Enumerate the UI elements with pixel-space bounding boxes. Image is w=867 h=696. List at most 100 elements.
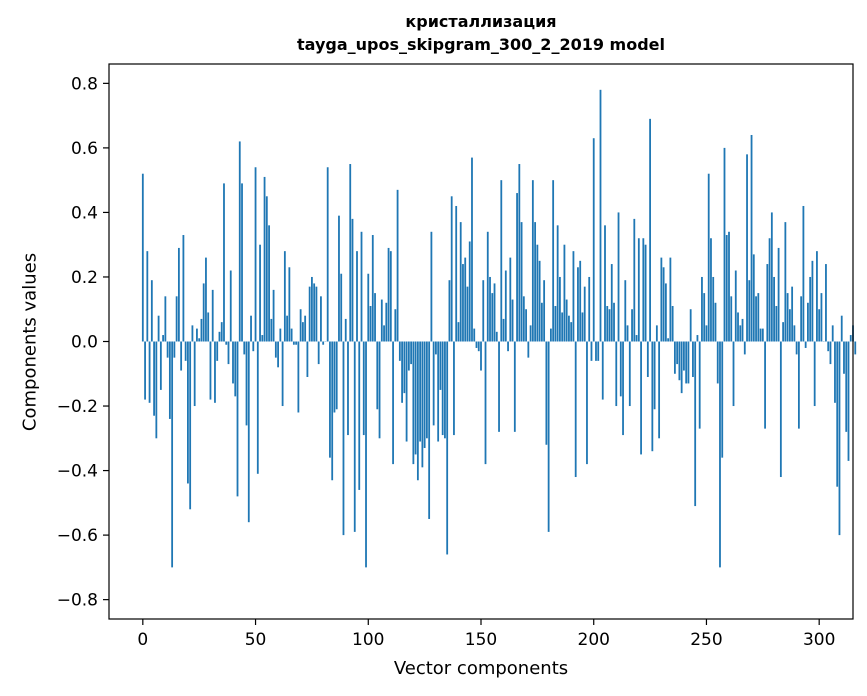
bar-230 <box>660 257 663 342</box>
bar-97 <box>360 231 363 342</box>
bar-232 <box>664 283 667 342</box>
bar-69 <box>297 341 300 413</box>
bar-183 <box>554 306 557 342</box>
y-tick-label: −0.4 <box>57 462 98 482</box>
bar-266 <box>741 318 744 342</box>
bar-222 <box>642 238 645 342</box>
bar-95 <box>356 251 358 342</box>
bar-118 <box>407 341 410 371</box>
bar-140 <box>457 322 460 342</box>
bar-205 <box>604 225 606 342</box>
bar-243 <box>689 309 692 342</box>
bar-107 <box>383 325 385 342</box>
bar-267 <box>743 341 746 355</box>
bar-72 <box>304 315 307 342</box>
bar-68 <box>295 341 298 345</box>
bar-204 <box>601 341 604 400</box>
bar-237 <box>676 341 679 365</box>
bar-159 <box>500 180 503 342</box>
bar-221 <box>640 341 642 455</box>
bar-11 <box>166 341 169 358</box>
bar-5 <box>153 341 155 416</box>
bar-144 <box>466 286 469 342</box>
bar-200 <box>592 138 595 342</box>
bar-207 <box>608 309 611 342</box>
bar-161 <box>504 270 507 342</box>
bar-185 <box>559 276 561 342</box>
bar-271 <box>752 254 755 342</box>
bar-251 <box>707 173 710 342</box>
bar-124 <box>421 341 424 468</box>
bar-52 <box>259 244 261 342</box>
bar-169 <box>522 296 525 342</box>
bar-85 <box>333 341 336 413</box>
bar-49 <box>252 341 255 352</box>
bar-220 <box>637 238 640 342</box>
bar-224 <box>646 341 649 377</box>
bar-218 <box>633 218 636 342</box>
bar-145 <box>468 241 471 342</box>
bar-43 <box>238 141 241 342</box>
bar-299 <box>816 251 818 342</box>
bar-189 <box>568 315 570 342</box>
bar-9 <box>162 335 165 342</box>
bar-126 <box>425 341 428 439</box>
bar-245 <box>694 341 697 507</box>
bar-129 <box>432 341 435 426</box>
bar-139 <box>455 205 458 342</box>
bar-279 <box>770 212 773 342</box>
bar-40 <box>232 341 234 384</box>
bar-50 <box>254 167 257 342</box>
bar-45 <box>243 341 246 355</box>
bar-312 <box>845 341 848 432</box>
bar-87 <box>338 215 340 342</box>
bar-155 <box>491 293 494 342</box>
bar-213 <box>622 341 624 436</box>
bar-32 <box>214 341 216 403</box>
bar-91 <box>347 341 349 436</box>
bar-275 <box>761 328 764 342</box>
bar-199 <box>590 341 593 361</box>
bar-269 <box>748 280 751 342</box>
bar-22 <box>191 325 194 342</box>
bar-156 <box>493 283 496 342</box>
bar-194 <box>579 260 582 342</box>
bar-163 <box>509 257 512 342</box>
bar-137 <box>450 196 453 342</box>
bar-265 <box>739 325 742 342</box>
bar-168 <box>520 222 523 342</box>
y-tick-label: −0.6 <box>57 526 98 546</box>
bar-75 <box>311 276 313 342</box>
bar-14 <box>173 341 176 358</box>
bar-287 <box>788 309 791 342</box>
bar-235 <box>671 306 674 342</box>
bar-31 <box>211 289 214 342</box>
bar-120 <box>412 341 415 465</box>
bar-300 <box>818 309 821 342</box>
bar-138 <box>453 341 455 436</box>
bar-198 <box>588 276 591 342</box>
bar-121 <box>414 341 417 455</box>
bar-263 <box>734 270 737 342</box>
bar-236 <box>673 341 676 374</box>
bar-74 <box>308 286 311 342</box>
bar-47 <box>247 341 250 523</box>
bar-42 <box>236 341 239 497</box>
bar-25 <box>198 338 201 342</box>
x-tick-label: 250 <box>690 630 722 650</box>
bar-104 <box>376 341 379 410</box>
bar-217 <box>631 309 633 342</box>
bar-65 <box>288 267 291 342</box>
bar-254 <box>714 302 717 342</box>
bar-28 <box>205 257 207 342</box>
bar-23 <box>193 341 196 407</box>
bar-281 <box>775 306 778 342</box>
y-tick-label: 0.6 <box>71 139 98 159</box>
bar-117 <box>405 341 408 442</box>
bar-262 <box>732 341 735 407</box>
bar-116 <box>403 341 406 394</box>
bar-36 <box>223 183 225 342</box>
bar-38 <box>227 341 230 365</box>
bar-73 <box>306 341 309 377</box>
